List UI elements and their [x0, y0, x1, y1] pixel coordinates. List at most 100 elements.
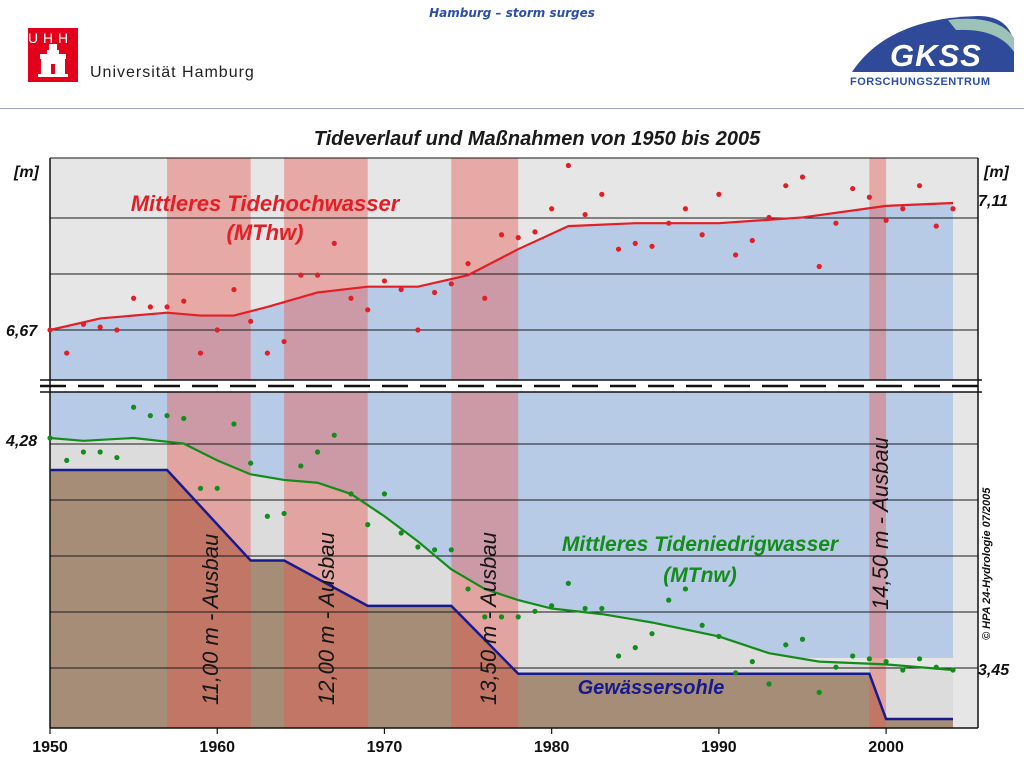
mtnw-point — [97, 449, 103, 455]
ausbau-label-2: 12,00 m - Ausbau — [314, 532, 339, 705]
mtnw-point — [214, 485, 220, 491]
mtnw-point — [432, 547, 438, 553]
x-axis-ticks: 1950 1960 1970 1980 1990 2000 — [32, 728, 904, 756]
x-tick-label: 1980 — [534, 739, 570, 756]
ausbau-label-3: 13,50 m - Ausbau — [476, 532, 501, 705]
mtnw-point — [314, 449, 321, 455]
mthw-point — [281, 338, 287, 345]
mtnw-point — [783, 642, 789, 648]
mthw-point — [950, 206, 956, 212]
ausbau-band-3 — [451, 158, 519, 728]
y-unit-left: [m] — [13, 164, 40, 181]
mtnw-point — [281, 510, 287, 517]
x-tick-label: 1970 — [367, 739, 403, 756]
mthw-point — [415, 327, 421, 333]
mtnw-point — [599, 605, 605, 612]
ausbau-label-1: 11,00 m - Ausbau — [198, 534, 223, 705]
series-label-mtnw: Mittleres Tideniedrigwasser — [562, 533, 840, 556]
mthw-point — [866, 194, 872, 200]
mtnw-point — [833, 664, 839, 670]
tide-chart: Tideverlauf und Maßnahmen von 1950 bis 2… — [5, 128, 1010, 756]
header-divider — [0, 108, 1024, 109]
mtnw-start-value: 4,28 — [5, 433, 37, 450]
mthw-point — [314, 272, 321, 278]
mtnw-point — [933, 664, 939, 670]
uhh-logo-text: U H H — [28, 30, 69, 46]
slide-header-title: Hamburg – storm surges — [429, 6, 595, 20]
mtnw-point — [850, 653, 856, 659]
mtnw-point — [264, 513, 270, 519]
mthw-point — [231, 286, 237, 293]
mtnw-point — [248, 460, 254, 466]
x-tick-label: 1960 — [199, 739, 235, 756]
hamburg-castle-icon — [38, 44, 68, 77]
riverbed-line — [50, 468, 953, 721]
mthw-point — [181, 298, 187, 304]
x-tick-label: 1950 — [32, 739, 68, 756]
x-tick-label: 1990 — [701, 739, 737, 756]
mthw-point — [131, 295, 137, 301]
x-tick-label: 2000 — [868, 739, 904, 756]
mthw-point — [666, 220, 672, 226]
mtnw-point — [699, 622, 705, 628]
mtnw-point — [900, 667, 906, 673]
mthw-point — [498, 232, 505, 238]
mtnw-point — [732, 670, 739, 676]
mthw-point — [298, 272, 304, 278]
mtnw-point — [950, 667, 956, 673]
gkss-arc-icon — [852, 16, 1014, 72]
mtnw-point — [716, 633, 722, 640]
series-short-mtnw: (MTnw) — [663, 564, 736, 587]
mthw-point — [615, 246, 622, 252]
plot-area — [40, 157, 982, 729]
copyright-note: © HPA 24-Hydrologie 07/2005 — [981, 487, 993, 640]
mthw-point — [682, 206, 689, 212]
mthw-point — [515, 235, 521, 241]
mthw-point — [599, 191, 605, 197]
mtnw-point — [749, 659, 755, 665]
mtnw-point — [448, 547, 454, 553]
mtnw-end-value: 3,45 — [978, 662, 1010, 679]
mthw-point — [933, 223, 939, 229]
mtnw-point — [147, 413, 153, 419]
mthw-point — [565, 162, 571, 169]
mthw-point — [883, 217, 889, 223]
mthw-point — [850, 185, 856, 192]
mtnw-point — [883, 659, 889, 665]
mtnw-point — [298, 463, 304, 469]
mtnw-point — [331, 432, 337, 438]
mtnw-point — [64, 457, 70, 463]
mtnw-point — [766, 681, 772, 687]
mtnw-point — [549, 603, 555, 609]
mtnw-point — [515, 614, 521, 620]
mtnw-point — [415, 544, 421, 550]
mthw-point — [381, 278, 388, 284]
mthw-point — [80, 321, 87, 327]
mthw-point — [365, 307, 371, 313]
mtnw-point — [348, 491, 354, 497]
mtnw-point — [816, 689, 822, 695]
mthw-point — [114, 327, 120, 333]
mthw-point — [916, 183, 923, 189]
mthw-point — [482, 295, 488, 301]
mthw-point — [465, 261, 471, 267]
mthw-point — [64, 350, 70, 356]
mthw-point — [549, 206, 555, 212]
mtnw-point — [649, 631, 655, 637]
mtnw-point — [498, 614, 505, 620]
mtnw-point — [666, 597, 672, 603]
mtnw-point — [565, 580, 571, 586]
mthw-point — [732, 252, 739, 258]
series-label-riverbed: Gewässersohle — [578, 677, 725, 699]
mtnw-point — [682, 586, 689, 592]
ausbau-band-2 — [284, 158, 368, 728]
mtnw-point — [532, 608, 538, 614]
mthw-point — [816, 263, 822, 270]
mtnw-point — [482, 614, 488, 620]
mthw-point — [448, 281, 454, 287]
mthw-point — [716, 191, 722, 197]
mthw-point — [833, 220, 839, 226]
mthw-trend-line — [49, 201, 954, 332]
mthw-point — [799, 174, 806, 180]
mthw-start-value: 6,67 — [6, 323, 38, 340]
